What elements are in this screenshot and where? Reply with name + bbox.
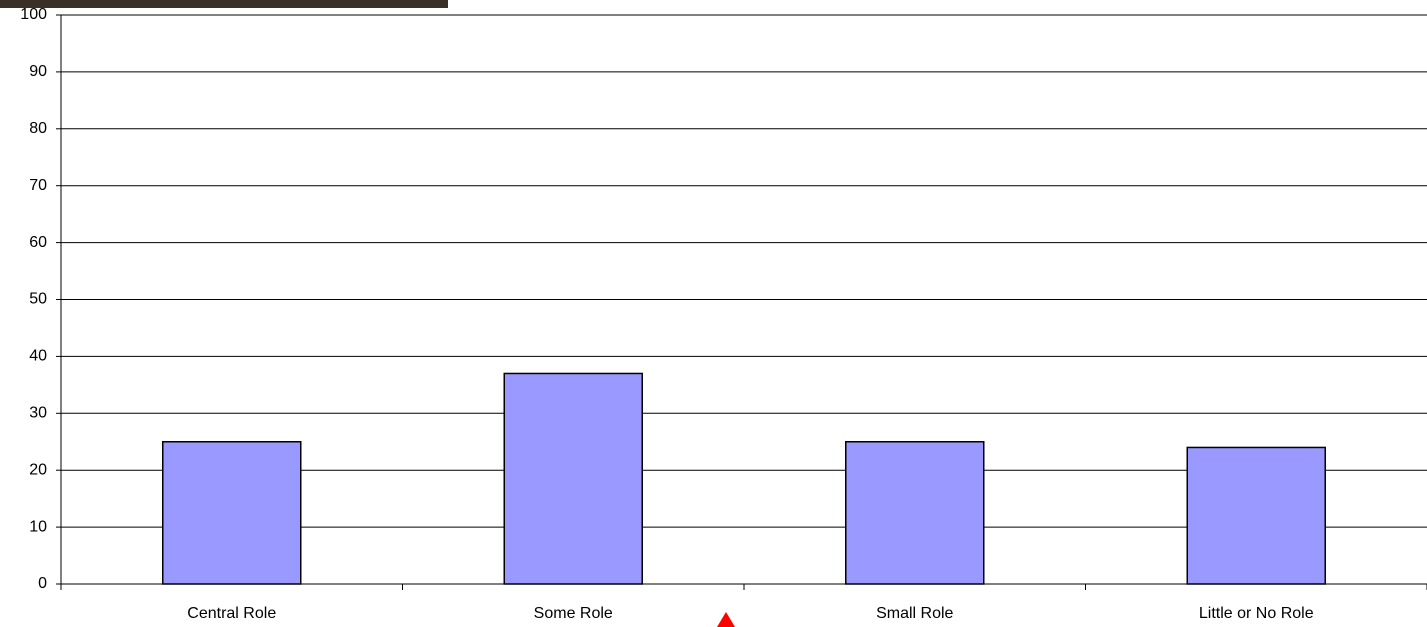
y-tick-label: 0	[38, 575, 47, 592]
red-marker	[717, 612, 735, 627]
y-tick-label: 90	[29, 63, 47, 80]
bar	[162, 441, 302, 585]
bar	[503, 372, 643, 585]
x-tick-label: Central Role	[187, 605, 276, 622]
x-tick-label: Small Role	[876, 605, 953, 622]
y-tick-label: 80	[29, 120, 47, 137]
bar	[845, 441, 985, 585]
y-tick-label: 60	[29, 234, 47, 251]
y-tick-label: 20	[29, 461, 47, 478]
y-tick-label: 10	[29, 518, 47, 535]
y-tick-label: 50	[29, 291, 47, 308]
header-image-strip	[0, 0, 448, 8]
x-tick-label: Little or No Role	[1199, 605, 1314, 622]
x-tick-label: Some Role	[534, 605, 613, 622]
y-tick-label: 40	[29, 348, 47, 365]
y-tick-label: 70	[29, 177, 47, 194]
y-tick-label: 100	[20, 6, 47, 23]
bar	[1186, 446, 1326, 585]
y-tick-label: 30	[29, 405, 47, 422]
